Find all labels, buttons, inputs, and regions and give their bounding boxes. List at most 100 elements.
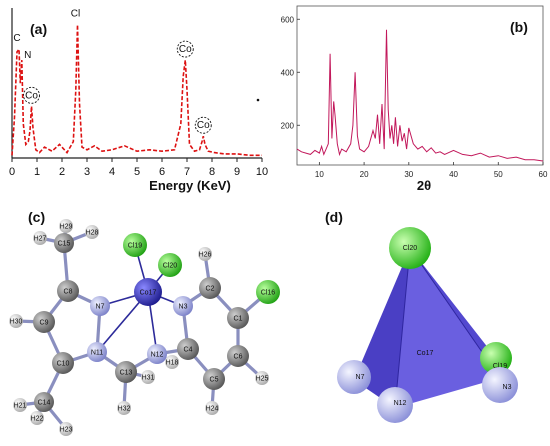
atom-h29 <box>59 219 73 233</box>
atom-h24 <box>205 401 219 415</box>
tetra-cl19-atom <box>480 342 512 374</box>
atom-c8 <box>57 280 79 302</box>
tetra-cl20-label: Cl20 <box>403 245 418 252</box>
atom-label-c6: C6 <box>234 354 243 361</box>
xrd-x-tick-label: 40 <box>449 170 458 179</box>
atom-label-h24: H24 <box>206 406 219 413</box>
atom-c1 <box>227 307 249 329</box>
atom-label-h25: H25 <box>256 376 269 383</box>
atom-cl19 <box>123 233 147 257</box>
atom-label-n12: N12 <box>151 352 164 359</box>
tetra-n12-atom <box>377 387 413 423</box>
edx-x-tick-label: 9 <box>234 166 240 178</box>
edx-spectrum-line <box>11 24 262 157</box>
xrd-y-tick-label: 400 <box>281 68 295 77</box>
atom-cl20 <box>158 253 182 277</box>
atom-c10 <box>52 352 74 374</box>
panel-label-d: (d) <box>325 209 343 225</box>
atom-c2 <box>199 277 221 299</box>
atom-c15 <box>54 233 74 253</box>
atom-label-h26: H26 <box>199 252 212 259</box>
xrd-x-tick-label: 50 <box>494 170 503 179</box>
xrd-y-tick-label: 600 <box>281 15 295 24</box>
atom-label-cl19: Cl19 <box>128 243 143 250</box>
edx-peak-label: Co <box>179 44 192 55</box>
atom-h28 <box>85 225 99 239</box>
atom-label-c15: C15 <box>58 241 71 248</box>
atom-label-n3: N3 <box>179 304 188 311</box>
edx-x-label: Energy (KeV) <box>149 178 231 193</box>
tetra-n12-label: N12 <box>394 400 407 407</box>
edx-peak-label: N <box>24 50 31 61</box>
atom-h26 <box>198 247 212 261</box>
atom-label-cl16: Cl16 <box>261 290 276 297</box>
tetra-edge <box>394 247 411 409</box>
atom-cl16 <box>256 280 280 304</box>
xrd-x-tick-label: 20 <box>360 170 369 179</box>
tetra-cl20-atom <box>389 227 431 269</box>
xrd-pattern-line <box>296 29 544 162</box>
edx-ticks: 0 1 2 3 4 5 6 7 8 9 10 <box>9 158 268 178</box>
molecule-structure: (c) Cl19 Cl20 Co17 H27 H29 H28 C15 C8 N7 C9 H30 C10… <box>9 209 280 436</box>
atom-label-c1: C1 <box>234 316 243 323</box>
atom-label-h18: H18 <box>166 360 179 367</box>
atom-label-h30: H30 <box>10 319 23 326</box>
atom-label-h32: H32 <box>118 406 131 413</box>
edx-x-tick-label: 8 <box>209 166 215 178</box>
edx-peak-label: C <box>13 33 20 44</box>
panel-label-c: (c) <box>28 209 45 225</box>
stray-dot <box>256 98 260 102</box>
tetra-face-front <box>395 248 500 408</box>
atom-label-h28: H28 <box>86 230 99 237</box>
atom-c6 <box>227 345 249 367</box>
atom-label-c13: C13 <box>120 370 133 377</box>
xrd-chart: 10 20 30 40 50 60 200 400 600 (b) 2θ <box>281 5 548 193</box>
xrd-x-tick-label: 60 <box>539 170 548 179</box>
xrd-ticks: 10 20 30 40 50 60 200 400 600 <box>281 15 548 179</box>
atom-c13 <box>115 361 137 383</box>
atom-label-h22: H22 <box>31 416 44 423</box>
edx-x-tick-label: 1 <box>34 166 40 178</box>
atom-h32 <box>117 401 131 415</box>
tetrahedron-diagram: (d) Cl20 Co17 Cl19 N7 N3 N12 <box>325 209 518 423</box>
atom-label-cl20: Cl20 <box>163 263 178 270</box>
atom-label-c8: C8 <box>64 289 73 296</box>
atom-h18 <box>165 355 179 369</box>
tetra-co17-label: Co17 <box>417 350 434 357</box>
atom-n11 <box>87 342 107 362</box>
edx-peak-circle <box>176 40 194 58</box>
atom-h30 <box>9 314 23 328</box>
molecule-bonds <box>14 224 270 431</box>
atom-label-n11: N11 <box>91 350 103 357</box>
edx-x-tick-label: 4 <box>109 166 115 178</box>
panel-label-a: (a) <box>30 21 47 37</box>
atom-label-n7: N7 <box>96 304 105 311</box>
atom-label-h23: H23 <box>60 427 73 434</box>
edx-x-tick-label: 0 <box>9 166 15 178</box>
edx-peak-label: Co <box>25 90 38 101</box>
edx-peak-label: Cl <box>71 9 80 20</box>
atom-label-c10: C10 <box>57 361 70 368</box>
tetra-n3-atom <box>482 367 518 403</box>
atom-n7 <box>90 296 110 316</box>
edx-annotations: CN Co Cl Co Co <box>13 9 212 134</box>
edx-x-tick-label: 2 <box>59 166 65 178</box>
atom-label-c9: C9 <box>40 320 49 327</box>
xrd-frame <box>296 5 544 166</box>
tetra-n7-atom <box>337 360 371 394</box>
molecule-atoms: Cl19 Cl20 Co17 H27 H29 H28 C15 C8 N7 C9 H30 C10 N11 C… <box>9 219 280 436</box>
edx-x-tick-label: 7 <box>184 166 190 178</box>
atom-h23 <box>59 422 73 436</box>
tetra-n7-label: N7 <box>356 374 365 381</box>
atom-n3 <box>173 296 193 316</box>
atom-n12 <box>147 344 167 364</box>
atom-h22 <box>30 411 44 425</box>
atom-h21 <box>13 398 27 412</box>
atom-label-h31: H31 <box>142 375 155 382</box>
edx-x-tick-label: 3 <box>84 166 90 178</box>
atom-c5 <box>203 368 225 390</box>
xrd-x-label: 2θ <box>417 178 431 193</box>
xrd-x-tick-label: 10 <box>315 170 324 179</box>
xrd-x-tick-label: 30 <box>404 170 413 179</box>
